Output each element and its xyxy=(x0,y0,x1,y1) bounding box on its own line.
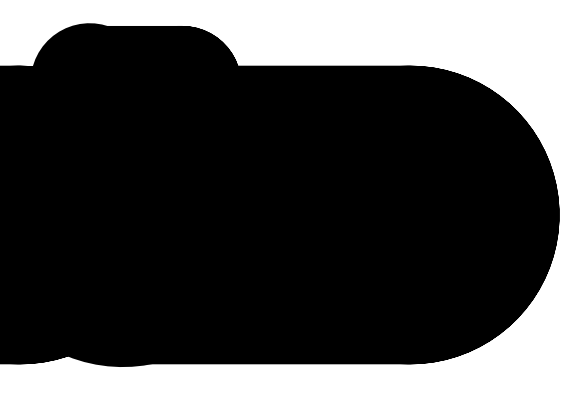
Text: Cl: Cl xyxy=(12,196,21,206)
Text: NH₂: NH₂ xyxy=(354,76,373,86)
Text: NH₂: NH₂ xyxy=(263,295,281,305)
Text: O: O xyxy=(101,208,108,216)
Text: OH: OH xyxy=(53,73,69,83)
Text: THF, 273K, 6h: THF, 273K, 6h xyxy=(15,221,74,230)
Text: N: N xyxy=(447,186,454,195)
Text: NH₂: NH₂ xyxy=(391,191,409,201)
Text: OH: OH xyxy=(53,121,69,131)
Text: N: N xyxy=(231,295,238,305)
Text: OH: OH xyxy=(53,96,69,106)
Text: O: O xyxy=(50,305,57,314)
Text: NH₂: NH₂ xyxy=(246,345,264,355)
Text: N: N xyxy=(41,161,49,171)
Text: O: O xyxy=(50,324,57,332)
Text: O: O xyxy=(273,83,281,93)
Text: O: O xyxy=(273,99,281,109)
Text: O: O xyxy=(50,342,57,352)
Text: N: N xyxy=(214,346,221,354)
Text: Cl: Cl xyxy=(69,196,78,206)
Text: NH: NH xyxy=(163,339,177,349)
Text: Toluene, 298K, 20h: Toluene, 298K, 20h xyxy=(162,92,242,101)
Text: N: N xyxy=(193,194,200,203)
Text: H: H xyxy=(231,287,237,297)
Text: NH₂: NH₂ xyxy=(481,185,500,195)
Text: N: N xyxy=(167,302,174,310)
Text: THF, 318K, 24h: THF, 318K, 24h xyxy=(403,221,467,230)
Text: Cl: Cl xyxy=(40,147,50,157)
Text: N: N xyxy=(206,171,213,181)
Text: NH₂: NH₂ xyxy=(206,60,225,70)
Text: N: N xyxy=(154,324,160,333)
Text: HN: HN xyxy=(130,316,145,326)
Text: Cl: Cl xyxy=(192,217,201,226)
Text: N: N xyxy=(58,190,65,200)
Text: N: N xyxy=(219,194,225,203)
Text: O: O xyxy=(273,67,281,77)
Text: NH: NH xyxy=(168,186,183,196)
Text: Cl: Cl xyxy=(229,201,238,210)
Text: Si: Si xyxy=(124,192,133,202)
Text: NH: NH xyxy=(179,301,193,311)
Text: O: O xyxy=(101,193,108,201)
Text: O: O xyxy=(135,67,143,77)
Text: NH: NH xyxy=(443,185,458,195)
Text: Si: Si xyxy=(77,323,86,333)
Text: O: O xyxy=(135,53,143,63)
Text: Si: Si xyxy=(299,83,307,93)
Text: H: H xyxy=(447,178,454,186)
Text: N: N xyxy=(25,190,32,200)
Text: O: O xyxy=(135,81,143,91)
Text: Si: Si xyxy=(155,67,163,77)
Text: MCM-41/Fe-MCM-41: MCM-41/Fe-MCM-41 xyxy=(23,158,112,168)
Text: N: N xyxy=(180,324,187,333)
Text: O: O xyxy=(101,178,108,186)
Text: H: H xyxy=(214,337,220,347)
